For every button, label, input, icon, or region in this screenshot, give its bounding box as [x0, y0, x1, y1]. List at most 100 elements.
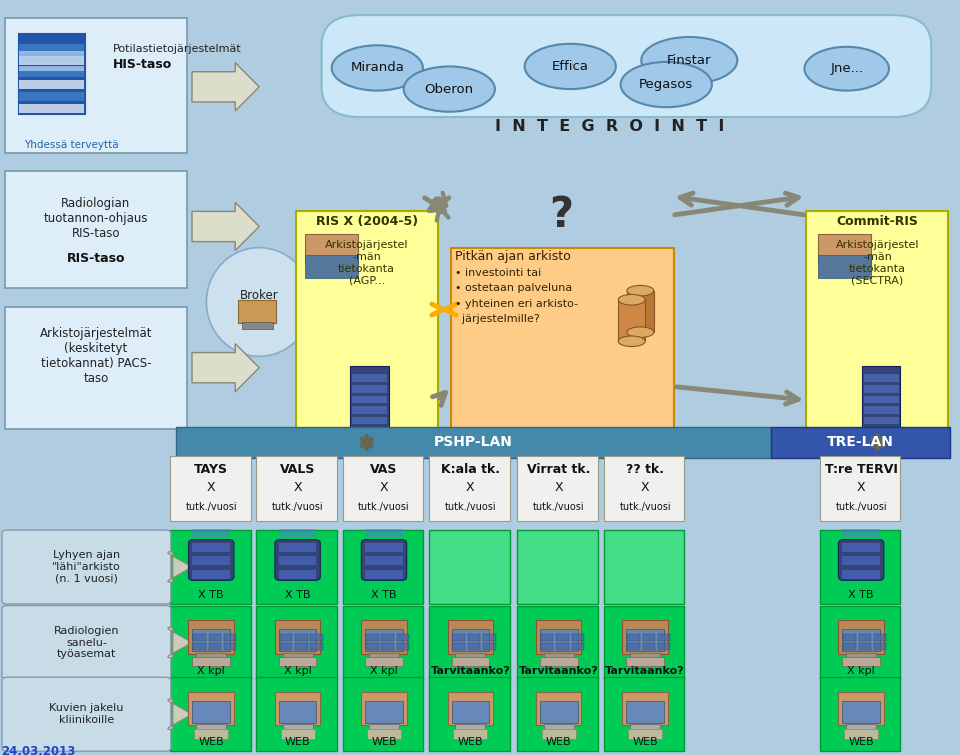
- FancyBboxPatch shape: [447, 692, 493, 726]
- FancyBboxPatch shape: [188, 540, 234, 581]
- FancyBboxPatch shape: [366, 643, 378, 650]
- FancyBboxPatch shape: [193, 643, 205, 650]
- Text: Arkistojärjestel: Arkistojärjestel: [836, 239, 919, 250]
- FancyBboxPatch shape: [2, 530, 171, 604]
- FancyBboxPatch shape: [517, 530, 598, 604]
- FancyBboxPatch shape: [452, 634, 465, 641]
- FancyBboxPatch shape: [396, 643, 409, 650]
- Text: tietokanta: tietokanta: [849, 263, 906, 274]
- FancyBboxPatch shape: [396, 634, 409, 641]
- FancyBboxPatch shape: [429, 677, 510, 751]
- Ellipse shape: [618, 294, 645, 305]
- Ellipse shape: [627, 327, 654, 337]
- FancyBboxPatch shape: [381, 634, 394, 641]
- FancyBboxPatch shape: [541, 729, 576, 739]
- FancyBboxPatch shape: [352, 374, 387, 382]
- Text: WEB: WEB: [199, 738, 224, 747]
- Text: WEB: WEB: [633, 738, 658, 747]
- FancyBboxPatch shape: [278, 657, 317, 666]
- Text: T:re TERVI: T:re TERVI: [825, 463, 898, 476]
- FancyBboxPatch shape: [517, 456, 598, 521]
- FancyBboxPatch shape: [19, 66, 84, 71]
- FancyBboxPatch shape: [365, 570, 403, 579]
- FancyBboxPatch shape: [820, 530, 900, 604]
- FancyBboxPatch shape: [309, 261, 354, 270]
- FancyBboxPatch shape: [305, 234, 358, 264]
- FancyBboxPatch shape: [366, 634, 378, 641]
- FancyBboxPatch shape: [305, 255, 358, 278]
- Text: tutk./vuosi: tutk./vuosi: [533, 501, 585, 512]
- FancyBboxPatch shape: [822, 261, 867, 270]
- Ellipse shape: [206, 248, 312, 356]
- FancyBboxPatch shape: [365, 529, 403, 538]
- Text: Pitkän ajan arkisto: Pitkän ajan arkisto: [455, 250, 571, 263]
- FancyBboxPatch shape: [468, 643, 480, 650]
- Text: • investointi tai: • investointi tai: [455, 268, 541, 279]
- FancyBboxPatch shape: [19, 56, 84, 65]
- Ellipse shape: [524, 44, 616, 89]
- FancyBboxPatch shape: [571, 643, 584, 650]
- Polygon shape: [168, 699, 192, 729]
- FancyBboxPatch shape: [19, 80, 84, 89]
- Text: (SECTRA): (SECTRA): [852, 276, 903, 286]
- FancyBboxPatch shape: [278, 629, 317, 652]
- Text: X: X: [857, 481, 865, 494]
- FancyBboxPatch shape: [278, 556, 317, 565]
- Ellipse shape: [618, 336, 645, 347]
- FancyBboxPatch shape: [858, 643, 871, 650]
- FancyBboxPatch shape: [19, 51, 84, 56]
- FancyBboxPatch shape: [365, 701, 403, 723]
- FancyBboxPatch shape: [543, 725, 574, 731]
- FancyBboxPatch shape: [176, 427, 771, 458]
- Text: järjestelmille?: järjestelmille?: [455, 313, 540, 324]
- FancyBboxPatch shape: [540, 634, 553, 641]
- FancyBboxPatch shape: [310, 643, 323, 650]
- Text: tutk./vuosi: tutk./vuosi: [835, 501, 887, 512]
- FancyBboxPatch shape: [310, 634, 323, 641]
- FancyBboxPatch shape: [571, 634, 584, 641]
- Text: X TB: X TB: [199, 590, 224, 600]
- FancyBboxPatch shape: [658, 634, 670, 641]
- FancyBboxPatch shape: [5, 307, 187, 429]
- FancyBboxPatch shape: [238, 300, 276, 323]
- FancyBboxPatch shape: [282, 725, 313, 731]
- Text: Lyhyen ajan
"lähi"arkisto
(n. 1 vuosi): Lyhyen ajan "lähi"arkisto (n. 1 vuosi): [52, 550, 121, 584]
- FancyBboxPatch shape: [543, 653, 574, 659]
- FancyBboxPatch shape: [846, 653, 876, 659]
- FancyBboxPatch shape: [838, 621, 884, 654]
- FancyBboxPatch shape: [604, 677, 684, 751]
- FancyBboxPatch shape: [19, 58, 84, 63]
- FancyBboxPatch shape: [188, 692, 234, 726]
- FancyBboxPatch shape: [604, 456, 684, 521]
- FancyBboxPatch shape: [455, 725, 486, 731]
- FancyBboxPatch shape: [862, 366, 900, 427]
- FancyBboxPatch shape: [806, 211, 948, 429]
- FancyBboxPatch shape: [256, 530, 337, 604]
- Text: X kpl: X kpl: [848, 666, 875, 676]
- FancyBboxPatch shape: [622, 692, 668, 726]
- FancyBboxPatch shape: [627, 643, 639, 650]
- FancyBboxPatch shape: [842, 543, 880, 552]
- FancyBboxPatch shape: [361, 692, 407, 726]
- FancyBboxPatch shape: [280, 729, 315, 739]
- Polygon shape: [168, 552, 192, 582]
- Text: Broker: Broker: [240, 289, 278, 303]
- FancyBboxPatch shape: [278, 570, 317, 579]
- FancyBboxPatch shape: [658, 643, 670, 650]
- FancyBboxPatch shape: [224, 643, 236, 650]
- FancyBboxPatch shape: [517, 677, 598, 751]
- FancyBboxPatch shape: [296, 211, 438, 429]
- Text: VAS: VAS: [371, 463, 397, 476]
- FancyBboxPatch shape: [196, 653, 227, 659]
- FancyBboxPatch shape: [170, 530, 251, 604]
- Text: tutk./vuosi: tutk./vuosi: [444, 501, 496, 512]
- Text: Effica: Effica: [552, 60, 588, 73]
- Ellipse shape: [332, 45, 423, 91]
- FancyBboxPatch shape: [627, 291, 654, 332]
- Text: X: X: [380, 481, 388, 494]
- FancyBboxPatch shape: [820, 677, 900, 751]
- FancyBboxPatch shape: [242, 322, 273, 329]
- Text: tietokanta: tietokanta: [338, 263, 396, 274]
- FancyBboxPatch shape: [630, 653, 660, 659]
- FancyBboxPatch shape: [453, 729, 488, 739]
